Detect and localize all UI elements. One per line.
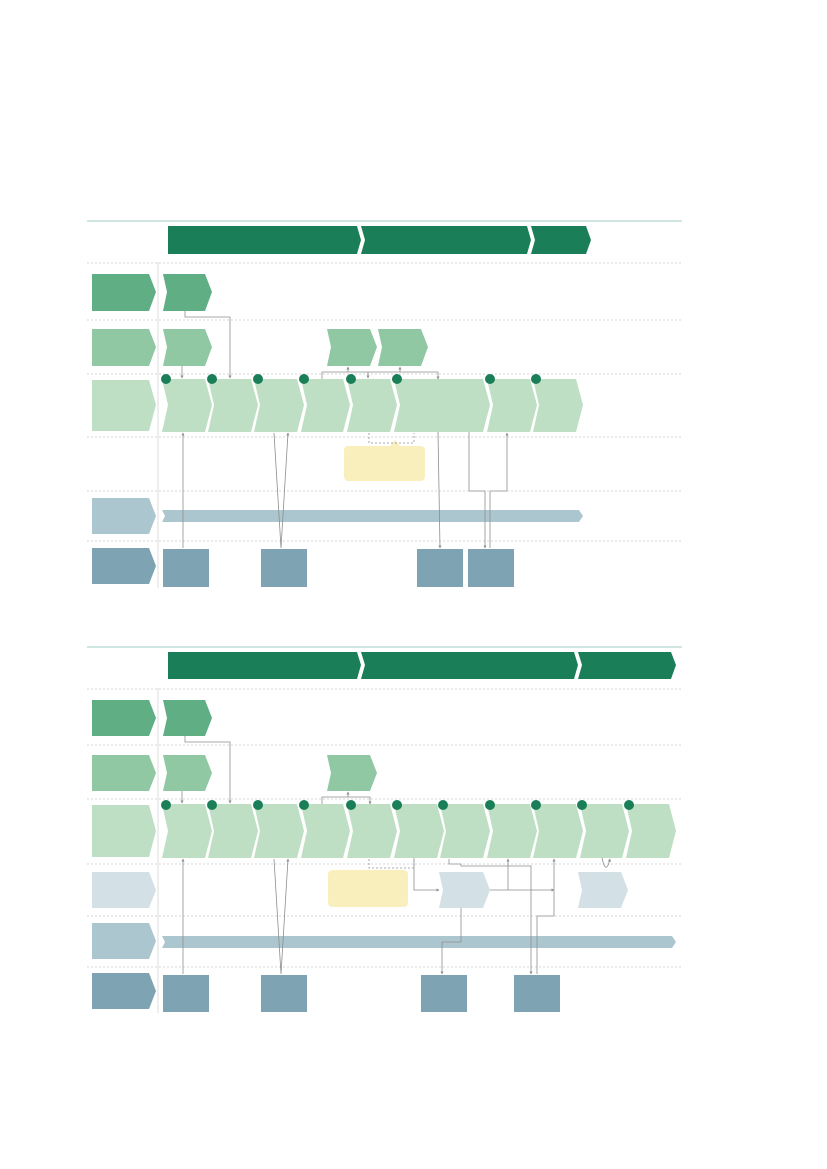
diagram-b-phase-1 xyxy=(168,652,361,679)
diagram-a-output xyxy=(417,549,463,587)
diagram-b-lane-label-2 xyxy=(92,755,156,791)
diagram-a-level5-bar xyxy=(162,510,583,522)
diagram-b-note xyxy=(328,870,408,907)
diagram-a xyxy=(87,220,682,588)
diagram-b-level1-step xyxy=(163,700,212,736)
diagram-a-output xyxy=(468,549,514,587)
diagram-a-output xyxy=(261,549,307,587)
diagram-b-lane-label-4 xyxy=(92,872,156,908)
diagram-b-step xyxy=(394,804,444,858)
diagram-a-milestone xyxy=(207,374,217,384)
diagram-a-level1-step xyxy=(163,274,212,311)
diagram-b-step xyxy=(162,804,212,858)
diagram-b-lane-label-5 xyxy=(92,923,156,959)
diagram-b xyxy=(87,646,682,1013)
diagram-a-step xyxy=(162,379,212,432)
diagram-a-step xyxy=(254,379,304,432)
diagram-b-milestone xyxy=(161,800,171,810)
diagram-b-lane-label-6 xyxy=(92,973,156,1009)
diagram-a-lane-label-2 xyxy=(92,329,156,366)
diagram-b-phase-3 xyxy=(578,652,676,679)
diagram-b-step xyxy=(487,804,537,858)
diagram-a-milestone xyxy=(299,374,309,384)
diagram-b-connectors xyxy=(180,736,611,975)
diagram-b-step xyxy=(347,804,397,858)
diagram-a-phase-3 xyxy=(531,226,591,254)
diagram-a-lane-label-5 xyxy=(92,498,156,534)
diagram-b-milestone xyxy=(577,800,587,810)
diagram-b-milestone xyxy=(207,800,217,810)
diagram-b-output xyxy=(514,975,560,1012)
diagram-b-step xyxy=(580,804,629,858)
diagram-a-level2-step xyxy=(163,329,212,366)
diagram-b-milestone xyxy=(346,800,356,810)
diagram-a-milestone xyxy=(346,374,356,384)
diagram-b-lane-label-1 xyxy=(92,700,156,736)
diagram-a-lane-label-6 xyxy=(92,548,156,584)
diagram-a-level2-step xyxy=(378,329,428,366)
diagram-b-level2-step xyxy=(163,755,212,791)
diagram-b-output xyxy=(261,975,307,1012)
diagram-a-connectors xyxy=(180,311,509,549)
diagram-b-milestone xyxy=(624,800,634,810)
diagram-b-step xyxy=(533,804,583,858)
diagram-b-step xyxy=(301,804,350,858)
diagram-b-level5-bar xyxy=(162,936,676,948)
diagram-a-output xyxy=(163,549,209,587)
diagram-a-milestone xyxy=(161,374,171,384)
diagram-b-milestone xyxy=(438,800,448,810)
diagram-a-step xyxy=(394,379,490,432)
diagram-b-milestone xyxy=(392,800,402,810)
diagram-b-milestone xyxy=(531,800,541,810)
diagram-a-lane-label-1 xyxy=(92,274,156,311)
diagram-a-phase-1 xyxy=(168,226,361,254)
diagram-a-milestone xyxy=(392,374,402,384)
diagram-b-milestone xyxy=(485,800,495,810)
diagram-a-step xyxy=(208,379,258,432)
diagram-a-step xyxy=(347,379,397,432)
diagram-b-milestone xyxy=(299,800,309,810)
diagram-a-milestone xyxy=(485,374,495,384)
diagram-b-milestone xyxy=(253,800,263,810)
diagram-a-step xyxy=(533,379,583,432)
diagram-a-step xyxy=(487,379,537,432)
diagram-b-level4-step xyxy=(439,872,490,908)
diagram-b-step xyxy=(208,804,258,858)
diagram-b-step xyxy=(626,804,676,858)
diagram-a-milestone xyxy=(253,374,263,384)
diagram-b-step xyxy=(254,804,304,858)
diagram-a-step xyxy=(301,379,350,432)
diagram-a-phase-2 xyxy=(361,226,531,254)
diagram-a-milestone xyxy=(531,374,541,384)
diagram-a-level2-step xyxy=(327,329,377,366)
diagram-b-level4-step xyxy=(578,872,628,908)
diagram-b-phase-2 xyxy=(361,652,578,679)
diagram-b-level2-step xyxy=(327,755,377,791)
diagram-b-output xyxy=(163,975,209,1012)
diagram-a-lane-label-3 xyxy=(92,380,156,431)
diagram-b-output xyxy=(421,975,467,1012)
diagram-a-note xyxy=(344,440,425,481)
diagram-b-lane-label-3 xyxy=(92,805,156,857)
diagram-b-step xyxy=(440,804,490,858)
